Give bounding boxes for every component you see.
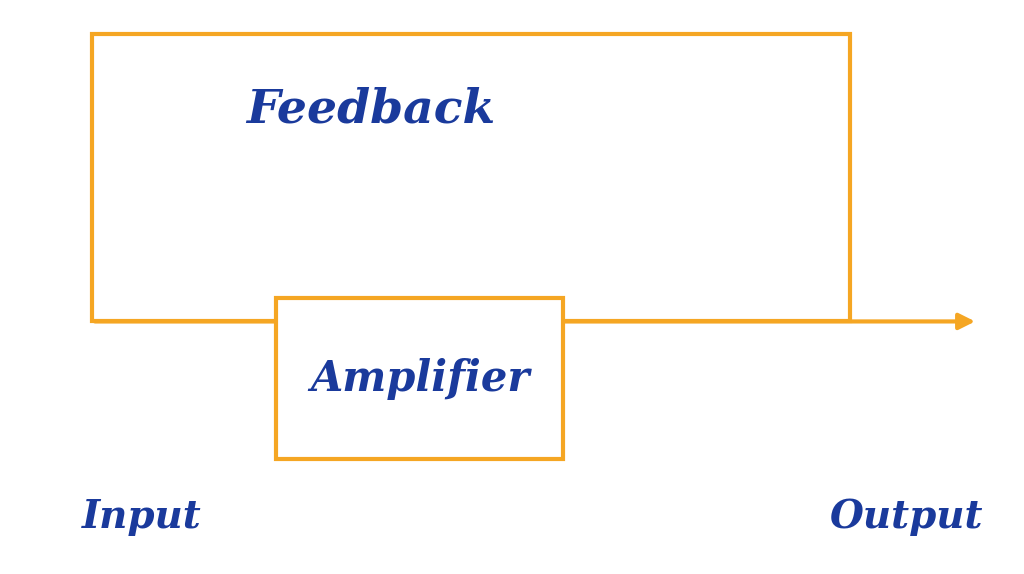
Text: Feedback: Feedback: [246, 86, 495, 132]
Text: Output: Output: [829, 498, 983, 536]
Text: Amplifier: Amplifier: [310, 358, 529, 400]
Text: Input: Input: [82, 498, 202, 536]
Bar: [92, 34, 850, 321]
Bar: [276, 298, 563, 459]
